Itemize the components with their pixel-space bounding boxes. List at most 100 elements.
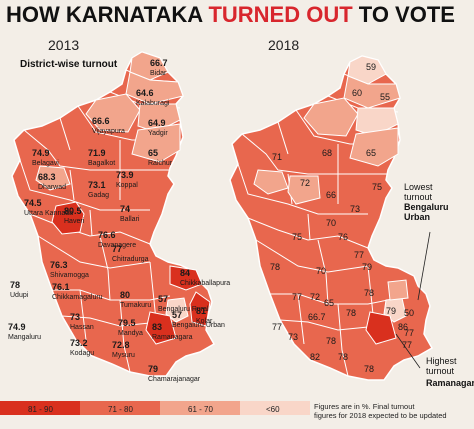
district-value-2018: 72 [300,178,310,188]
district-name-2013: Chitradurga [112,256,149,263]
headline-part-1: HOW KARNATAKA [6,2,208,27]
district-labels-2013: 66.7 Bidar 64.6 Kalaburagi 66.6 Vijayapura 64.… [8,58,230,383]
district-name-2013: Ramanagara [152,334,193,341]
district-name-2013: Mangaluru [8,334,41,341]
district-value-2018: 73 [288,332,298,342]
bengaluru-rural-2018 [387,279,409,301]
district-value-2018: 78 [338,352,348,362]
raichur-2013 [131,123,181,163]
highest-turnout-word: turnout [426,366,455,376]
district-value-2018: 77 [292,292,302,302]
district-name-2013: Chikkaballapura [180,280,230,287]
district-value-2013: 73.2 [70,338,88,348]
district-value-2018: 68 [322,148,332,158]
map-2018: 2018 59 55 60 [229,37,474,388]
district-name-2013: Dharwad [38,184,66,191]
district-value-2013: 66.7 [150,58,168,68]
district-value-2018: 50 [404,308,414,318]
district-value-2013: 71.9 [88,148,106,158]
bengaluru-urban-2013 [165,297,189,323]
lowest-name: Bengaluru Urban [404,202,451,222]
highest-label: Highest turnout [426,356,459,376]
district-value-2018: 77 [354,250,364,260]
map-2013-subtitle: District-wise turnout [20,59,118,70]
highest-name: Ramanagara [426,378,474,388]
gadag-2018 [287,175,321,205]
district-value-2018: 77 [272,322,282,332]
district-value-2013: 74.9 [32,148,50,158]
district-value-2018: 65 [366,148,376,158]
lowest-label: Lowest turnout [404,182,435,202]
district-name-2013: Vijayapura [92,128,125,135]
district-value-2018: 59 [366,62,376,72]
district-value-2013: 64.9 [148,118,166,128]
district-name-2013: Bengaluru Urban [172,322,225,329]
legend-swatch-81-90 [0,401,80,415]
district-value-2018: 70 [326,218,336,228]
vijayapura-2018 [303,97,359,137]
year-2013-label: 2013 [48,37,79,53]
district-value-2013: 76.1 [52,282,70,292]
district-name-2013: Uttara Kannada [24,210,73,217]
district-value-2018: 75 [292,232,302,242]
kolar-2013 [189,291,211,327]
district-value-2013: 64.6 [136,88,154,98]
district-value-2013: 79.5 [118,318,136,328]
district-name-2013: Haveri [64,218,85,225]
district-name-2013: Udupi [10,292,29,299]
district-value-2013: 57 [158,294,168,304]
district-name-2013: Tumakuru [120,302,151,309]
district-value-2013: 73.1 [88,180,106,190]
district-value-2018: 77 [404,328,414,338]
legend-swatch-under-60 [240,401,310,415]
footnote-line-1: Figures are in %. Final turnout [314,402,415,411]
district-value-2013: 72.8 [112,340,130,350]
lowest-name-l2: Urban [404,212,430,222]
district-value-2018: 72 [310,292,320,302]
legend: 81 - 90 71 - 80 61 - 70 <60 Figures are … [0,401,447,420]
district-value-2018: 76 [338,232,348,242]
district-value-2018: 71 [272,152,282,162]
ramanagara-2013 [145,311,177,345]
ramanagara-2018 [365,311,397,345]
district-value-2018: 79 [386,306,396,316]
district-value-2013: 76.6 [98,230,116,240]
district-value-2013: 77 [112,244,122,254]
legend-label-under-60: <60 [266,405,280,414]
lowest-word: Lowest [404,182,433,192]
legend-label-81-90: 81 - 90 [28,405,53,414]
highest-pointer [395,333,421,369]
district-value-2018: 55 [380,92,390,102]
district-value-2013: 79 [148,364,158,374]
district-value-2018: 78 [364,288,374,298]
headline-part-3: TO VOTE [353,2,455,27]
footnote-line-2: figures for 2018 expected to be updated [314,411,447,420]
district-name-2013: Hassan [70,324,94,331]
raichur-2018 [349,127,399,167]
district-value-2018: 78 [270,262,280,272]
vijayapura-2013 [85,93,141,133]
legend-swatch-71-80 [80,401,160,415]
district-name-2013: Bidar [150,70,167,77]
district-name-2013: Shivamogga [50,272,89,279]
haveri-2013 [51,201,85,235]
district-name-2013: Bengaluru Rural [158,306,209,313]
legend-label-61-70: 61 - 70 [188,405,213,414]
district-value-2013: 74.5 [24,198,42,208]
district-value-2018: 77 [402,340,412,350]
district-labels-2018: 59 55 60 71 68 65 72 66 75 73 70 75 76 77 79 70 78 77 72 78… [270,62,414,374]
district-value-2013: 73 [70,312,80,322]
highest-word: Highest [426,356,457,366]
district-name-2013: Mandya [118,330,143,337]
headline-part-2: TURNED OUT [208,2,353,27]
district-name-2013: Kalaburagi [136,100,170,107]
map-2013: 2013 District-wise turnout [8,37,230,383]
district-value-2018: 78 [326,336,336,346]
lowest-turnout-word: turnout [404,192,433,202]
district-value-2018: 78 [346,308,356,318]
district-value-2013: 84 [180,268,190,278]
headline: HOW KARNATAKA TURNED OUT TO VOTE [6,2,455,27]
district-value-2013: 73.9 [116,170,134,180]
